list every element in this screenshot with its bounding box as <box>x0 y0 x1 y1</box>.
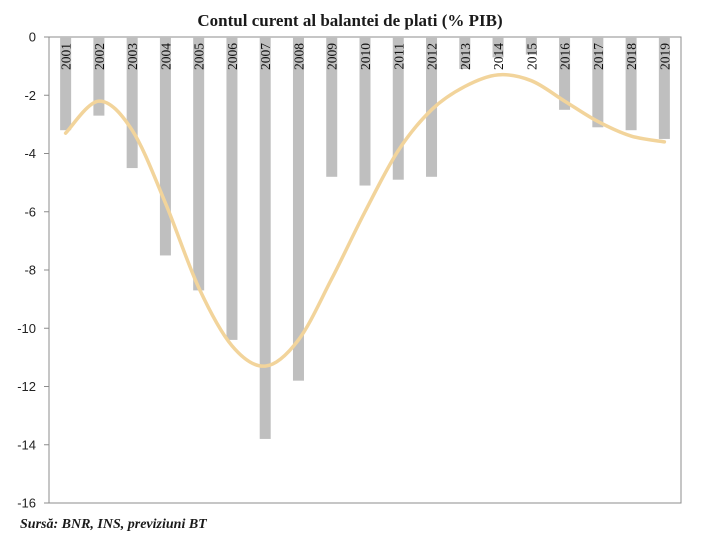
x-tick-label: 2007 <box>258 43 273 70</box>
bar-2012 <box>426 37 438 177</box>
y-tick-label: -16 <box>17 496 36 511</box>
x-tick-label: 2014 <box>491 43 506 70</box>
bar-2002 <box>93 37 105 116</box>
x-tick-label: 2003 <box>125 43 140 70</box>
chart-title: Contul curent al balantei de plati (% PI… <box>197 11 502 30</box>
bar-2011 <box>392 37 404 180</box>
x-tick-label: 2006 <box>225 43 240 70</box>
bar-2008 <box>292 37 304 381</box>
y-tick-label: -6 <box>24 204 36 219</box>
y-tick-label: 0 <box>29 30 36 45</box>
bar-2001 <box>60 37 72 131</box>
bar-2014 <box>492 37 504 58</box>
x-tick-label: 2009 <box>325 43 340 70</box>
y-tick-label: -4 <box>24 146 36 161</box>
x-tick-label: 2016 <box>558 43 573 70</box>
x-tick-label: 2011 <box>391 43 406 70</box>
x-tick-label: 2018 <box>624 43 639 70</box>
y-tick-label: -12 <box>17 379 36 394</box>
x-tick-labels: 2001 2002 2003 2004 2005 2006 2007 2008 2009 2010… <box>59 43 673 70</box>
bar-2005 <box>193 37 205 291</box>
x-tick-label: 2004 <box>158 43 173 70</box>
bar-2004 <box>159 37 171 256</box>
bars-layer <box>60 37 670 439</box>
bar-2006 <box>226 37 238 340</box>
source-note: Sursă: BNR, INS, previziuni BT <box>20 517 208 532</box>
bar-2007 <box>259 37 271 439</box>
x-tick-label: 2010 <box>358 43 373 70</box>
y-tick-label: -8 <box>24 263 36 278</box>
y-tick-labels: 0 -2 -4 -6 -8 -10 -12 -14 -16 <box>17 30 49 511</box>
x-tick-label: 2008 <box>291 43 306 70</box>
bar-2017 <box>592 37 604 128</box>
trend-line <box>63 72 667 368</box>
x-tick-label: 2012 <box>425 43 440 70</box>
bar-2018 <box>625 37 637 131</box>
y-tick-label: -10 <box>17 321 36 336</box>
bar-2019 <box>658 37 670 139</box>
y-tick-label: -2 <box>24 88 36 103</box>
x-tick-label: 2017 <box>591 43 606 70</box>
bar-2010 <box>359 37 371 186</box>
y-tick-label: -14 <box>17 437 36 452</box>
x-tick-label: 2001 <box>59 43 74 70</box>
bar-2003 <box>126 37 138 169</box>
x-tick-label: 2002 <box>92 43 107 70</box>
bar-2016 <box>559 37 571 110</box>
x-tick-label: 2015 <box>524 43 539 70</box>
x-tick-label: 2005 <box>192 43 207 70</box>
bar-2013 <box>459 37 471 70</box>
bar-2015 <box>525 37 537 55</box>
x-tick-label: 2019 <box>657 43 672 70</box>
bar-2009 <box>326 37 338 177</box>
x-tick-label: 2013 <box>458 43 473 70</box>
